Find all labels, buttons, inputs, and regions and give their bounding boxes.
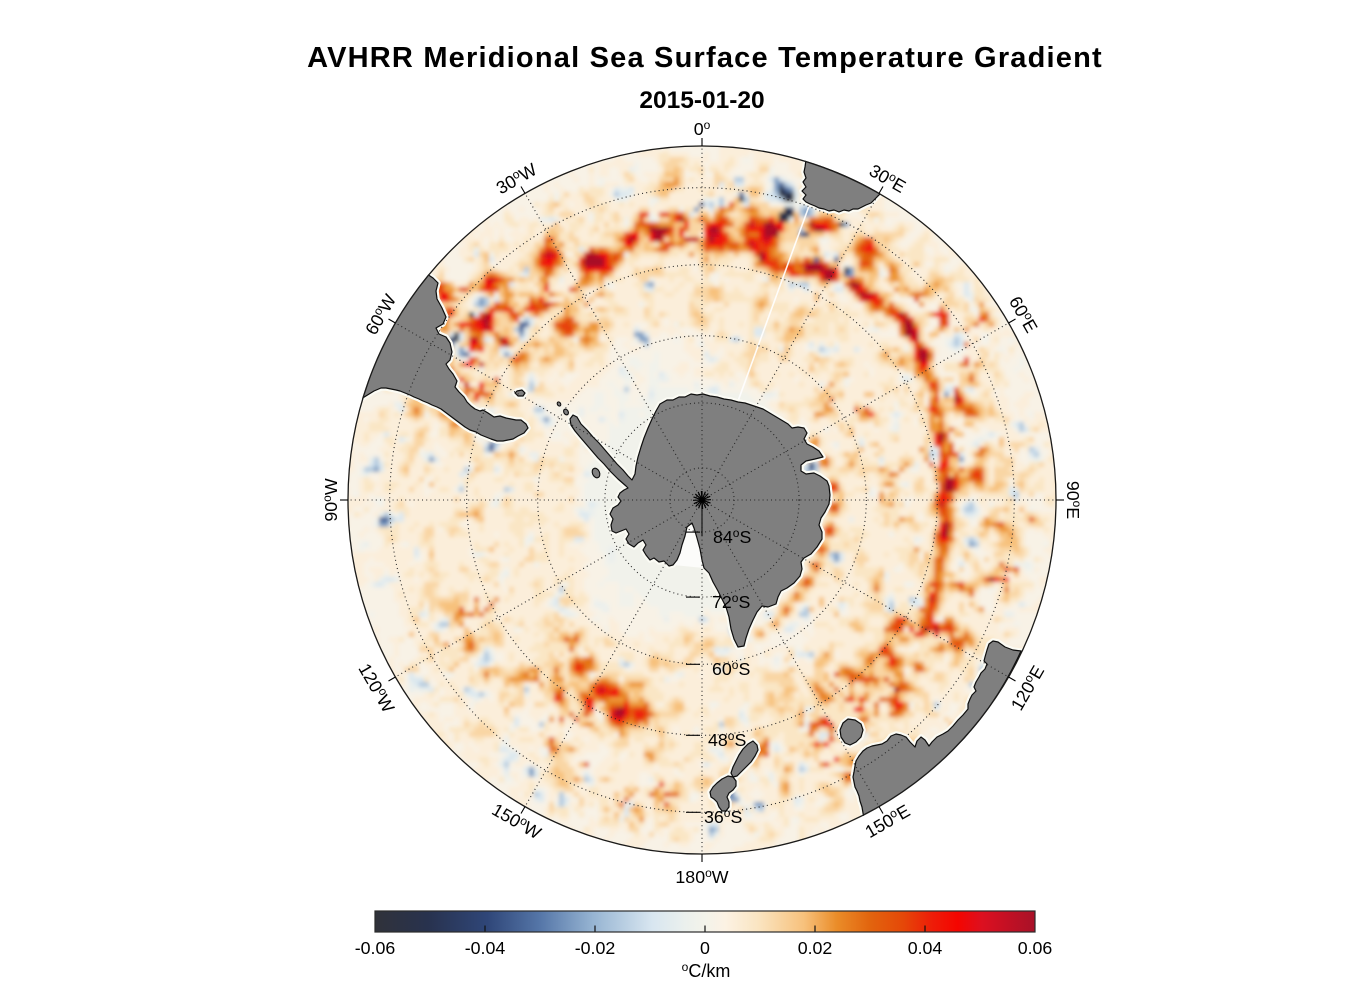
svg-text:90oW: 90oW: [320, 478, 341, 521]
svg-text:72oS: 72oS: [712, 591, 750, 612]
svg-text:0.06: 0.06: [1018, 938, 1053, 958]
svg-text:-0.06: -0.06: [355, 938, 396, 958]
svg-text:2015-01-20: 2015-01-20: [639, 87, 764, 114]
svg-text:AVHRR Meridional Sea Surface T: AVHRR Meridional Sea Surface Temperature…: [307, 42, 1103, 74]
svg-text:36oS: 36oS: [704, 806, 742, 827]
svg-text:90oE: 90oE: [1063, 481, 1084, 519]
svg-text:84oS: 84oS: [713, 526, 751, 547]
svg-text:0.02: 0.02: [798, 938, 833, 958]
svg-text:-0.02: -0.02: [575, 938, 616, 958]
svg-text:oC/km: oC/km: [682, 960, 731, 981]
svg-text:60oS: 60oS: [712, 658, 750, 679]
svg-text:48oS: 48oS: [708, 729, 746, 750]
svg-text:0.04: 0.04: [908, 938, 943, 958]
svg-text:0o: 0o: [694, 118, 711, 139]
svg-text:0: 0: [700, 938, 710, 958]
svg-text:-0.04: -0.04: [465, 938, 506, 958]
svg-text:180oW: 180oW: [675, 866, 728, 887]
